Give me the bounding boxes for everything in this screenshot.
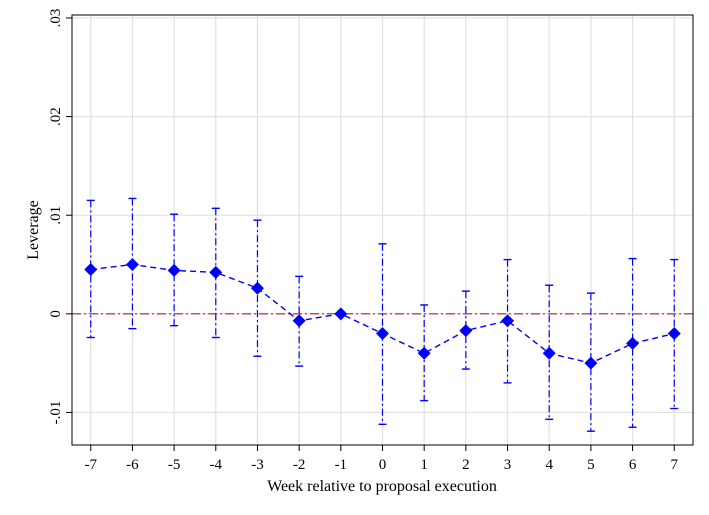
x-tick-label: 3 [504, 457, 512, 473]
x-tick-label: 2 [462, 457, 470, 473]
x-tick-label: 4 [545, 457, 553, 473]
data-point [501, 314, 515, 328]
x-tick-label: 1 [420, 457, 428, 473]
x-tick-label: -3 [251, 457, 264, 473]
x-tick-label: 0 [379, 457, 387, 473]
y-axis: -.01 0 .01 .02 .03 [48, 9, 72, 425]
data-point [84, 262, 98, 276]
data-point [376, 327, 389, 341]
data-point [542, 346, 556, 360]
data-markers [84, 258, 681, 370]
grid [72, 15, 693, 445]
data-point [292, 314, 306, 328]
x-axis-label: Week relative to proposal execution [267, 478, 497, 495]
y-tick-label: .02 [48, 107, 64, 126]
x-tick-label: -1 [335, 457, 348, 473]
data-point [417, 346, 431, 360]
data-point [125, 258, 139, 272]
y-axis-label: Leverage [25, 200, 42, 260]
x-tick-label: -5 [168, 457, 181, 473]
y-tick-label: .03 [48, 9, 64, 28]
x-tick-label: 5 [587, 457, 595, 473]
y-tick-label: .01 [48, 206, 64, 225]
x-tick-label: -7 [85, 457, 98, 473]
data-point [626, 336, 640, 350]
data-point [334, 307, 348, 321]
data-point [584, 356, 598, 370]
data-point [459, 324, 473, 338]
data-point [667, 327, 681, 341]
data-point [250, 281, 264, 295]
x-tick-label: -4 [210, 457, 223, 473]
data-point [209, 265, 223, 279]
x-axis: -7 -6 -5 -4 -3 -2 -1 0 1 2 3 4 5 6 7 [85, 445, 678, 473]
x-tick-label: -6 [126, 457, 139, 473]
y-tick-label: 0 [48, 310, 64, 318]
y-tick-label: -.01 [48, 401, 64, 425]
x-tick-label: 7 [670, 457, 678, 473]
data-point [167, 263, 181, 277]
x-tick-label: -2 [293, 457, 306, 473]
x-tick-label: 6 [629, 457, 637, 473]
